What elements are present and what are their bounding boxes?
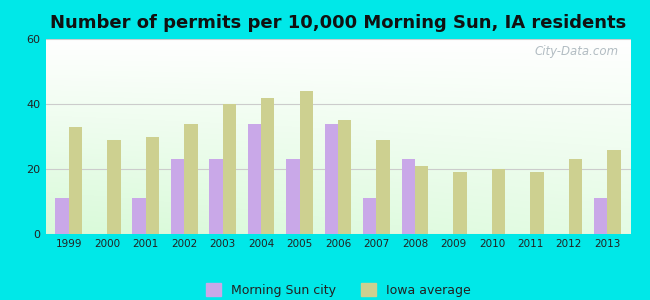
Bar <box>261 98 274 234</box>
Bar <box>454 172 467 234</box>
Bar <box>594 198 607 234</box>
Bar <box>55 198 69 234</box>
Bar <box>415 166 428 234</box>
Bar <box>607 149 621 234</box>
Bar <box>324 124 338 234</box>
Bar <box>569 159 582 234</box>
Bar <box>146 136 159 234</box>
Bar <box>132 198 146 234</box>
Bar <box>338 120 352 234</box>
Bar <box>530 172 544 234</box>
Bar <box>492 169 506 234</box>
Bar <box>184 124 198 234</box>
Bar <box>300 91 313 234</box>
Bar <box>286 159 300 234</box>
Bar <box>69 127 82 234</box>
Bar <box>222 104 236 234</box>
Bar <box>107 140 120 234</box>
Text: City-Data.com: City-Data.com <box>535 45 619 58</box>
Bar <box>248 124 261 234</box>
Title: Number of permits per 10,000 Morning Sun, IA residents: Number of permits per 10,000 Morning Sun… <box>50 14 626 32</box>
Bar <box>363 198 376 234</box>
Bar <box>402 159 415 234</box>
Legend: Morning Sun city, Iowa average: Morning Sun city, Iowa average <box>201 278 475 300</box>
Bar <box>170 159 184 234</box>
Bar <box>209 159 222 234</box>
Bar <box>376 140 390 234</box>
